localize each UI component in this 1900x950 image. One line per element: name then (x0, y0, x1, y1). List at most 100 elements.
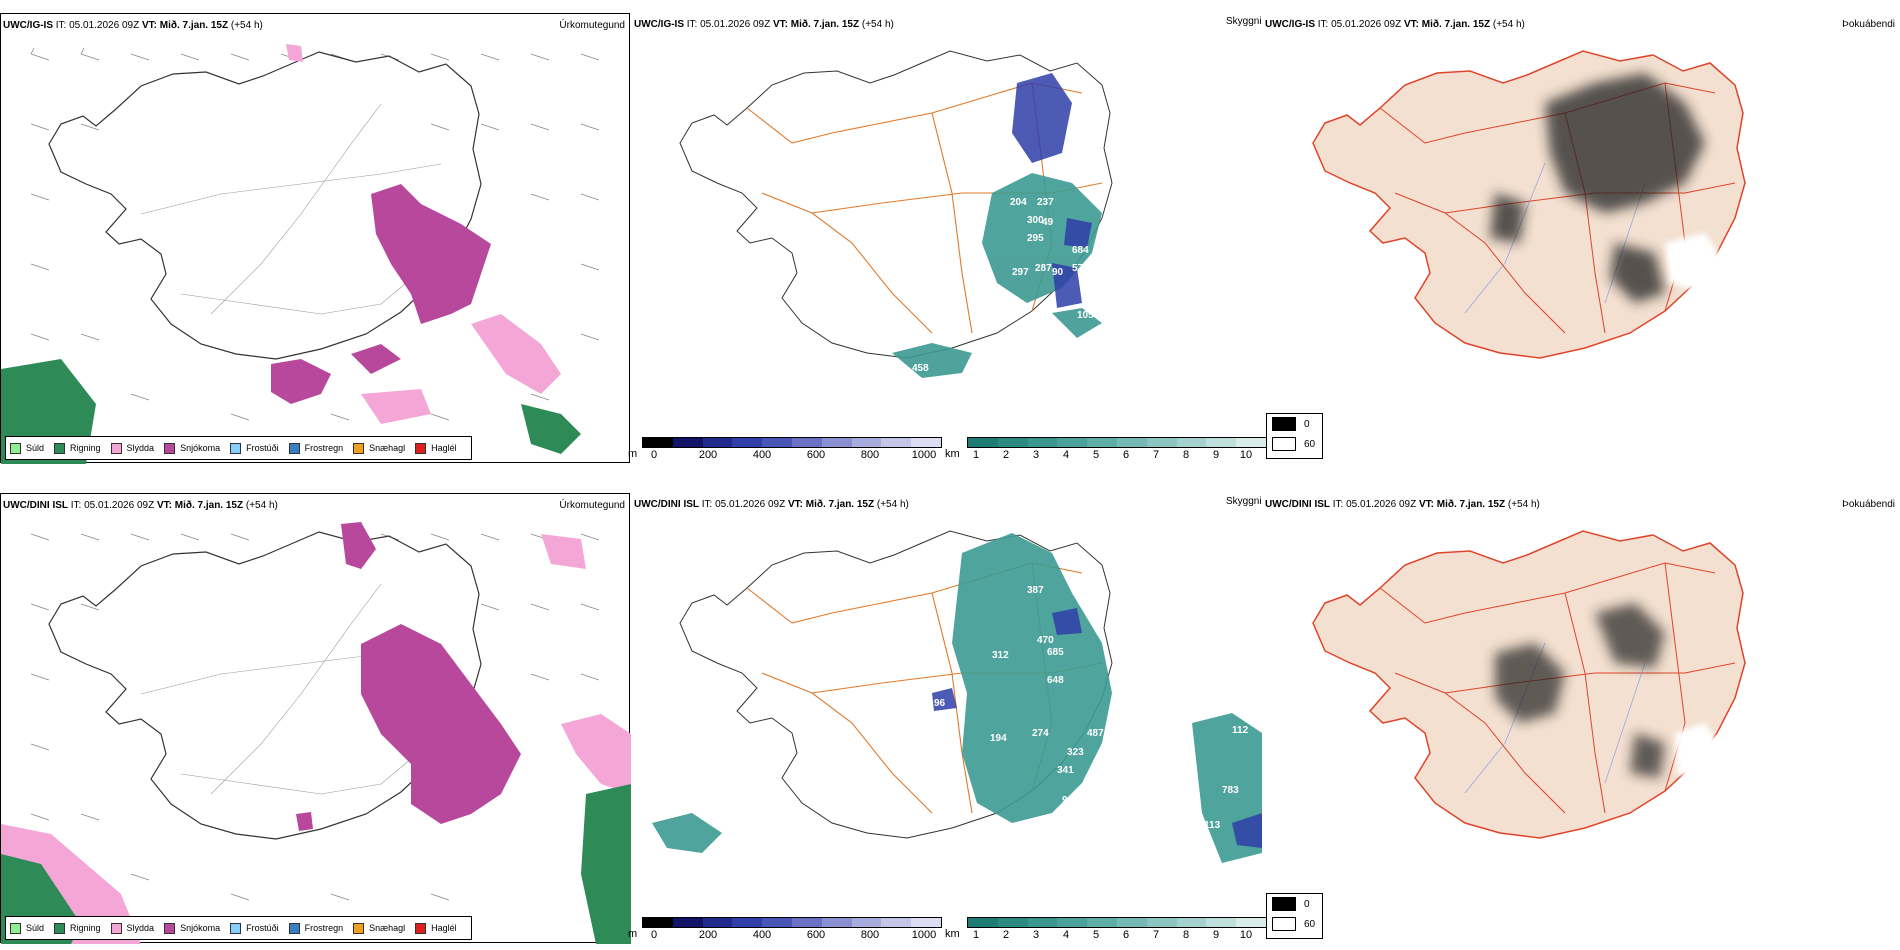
ceiling-color-step (672, 438, 703, 447)
legend-label: Snjókoma (180, 443, 221, 453)
ceiling-color-step (643, 438, 673, 447)
init-time: IT: 05.01.2026 09Z (55, 20, 140, 31)
legend-label: Haglél (431, 443, 457, 453)
ceiling-label: 195 (1097, 300, 1114, 311)
vis-tick: 6 (1122, 449, 1130, 461)
fog-swatch (1272, 917, 1296, 931)
visibility-ticks: 1 2 3 4 5 6 7 8 9 10 (967, 928, 1267, 942)
ceiling-label: 62 (1202, 423, 1214, 434)
ceiling-unit: m (628, 448, 638, 460)
valid-time: Mið. 7.jan. 15Z (790, 19, 860, 30)
valid-prefix: VT: (787, 499, 803, 510)
ceiling-label: 287 (1035, 263, 1052, 274)
fog-clear-areas (1665, 233, 1725, 293)
legend-item: Snjókoma (164, 442, 221, 454)
legend-item: Rigning (54, 442, 101, 454)
fog-swatch (1272, 417, 1296, 431)
model-name: UWC/DINI ISL (634, 499, 699, 510)
vis-color-step (1027, 438, 1058, 447)
ceiling-label: 68 (1192, 825, 1204, 836)
vis-tick: 10 (1239, 929, 1253, 941)
vis-tick: 6 (1122, 929, 1130, 941)
ceiling-label: 341 (1057, 765, 1074, 776)
legend-label: Snjókoma (180, 923, 221, 933)
ceiling-label: 96 (934, 698, 946, 709)
vis-color-step (1057, 438, 1088, 447)
legend-swatch (230, 442, 242, 454)
precip-type-panel-row1: UWC/IG-IS IT: 05.01.2026 09Z VT: Mið. 7.… (0, 13, 630, 464)
ceiling-label: 783 (1222, 785, 1239, 796)
ceiling-label: 120 (922, 387, 939, 398)
vis-tick: 10 (1239, 449, 1253, 461)
ceiling-tick: 600 (806, 929, 826, 941)
ceiling-color-step (762, 438, 792, 447)
legend-item: Frostúði (230, 442, 279, 454)
vis-color-step (1116, 438, 1147, 447)
lead-time: (+54 h) (1492, 19, 1525, 30)
legend-label: Rigning (70, 443, 101, 453)
vis-tick: 2 (1002, 449, 1010, 461)
ceiling-tick: 1000 (911, 929, 937, 941)
legend-item: Snæhagl (353, 922, 406, 934)
valid-time: Mið. 7.jan. 15Z (1436, 499, 1506, 510)
ceiling-colorbar-swatches (642, 437, 942, 448)
legend-swatch (353, 442, 365, 454)
model-name: UWC/DINI ISL (1265, 499, 1330, 510)
model-name: UWC/IG-IS (1265, 19, 1315, 30)
legend-swatch (288, 442, 300, 454)
vis-tick: 3 (1032, 929, 1040, 941)
legend-item: Rigning (54, 922, 101, 934)
panel-title: Þokuábendi (1842, 19, 1895, 30)
init-time: IT: 05.01.2026 09Z (1332, 499, 1417, 510)
ceiling-label: 312 (992, 650, 1009, 661)
ceiling-color-step (851, 918, 882, 927)
panel-header: UWC/DINI ISL IT: 05.01.2026 09Z VT: Mið.… (3, 500, 278, 511)
fog-panel-row1: UWC/IG-IS IT: 05.01.2026 09Z VT: Mið. 7.… (1265, 13, 1895, 463)
visibility-unit: km (945, 928, 960, 940)
ceiling-tick: 600 (806, 449, 826, 461)
ceiling-areas (932, 608, 1262, 848)
ceiling-color-step (791, 918, 822, 927)
fog-swatch (1272, 897, 1296, 911)
ceiling-ticks: 0 200 400 600 800 1000 (642, 928, 942, 942)
roads (1379, 82, 1736, 334)
ceiling-color-step (881, 438, 912, 447)
snow-areas (271, 184, 491, 404)
ceiling-tick: 200 (698, 929, 718, 941)
vis-tick: 4 (1062, 929, 1070, 941)
ceiling-label: 204 (1010, 197, 1027, 208)
vis-color-step (1236, 918, 1266, 927)
vis-color-step (1236, 438, 1266, 447)
roads (140, 103, 442, 315)
fog-swatch (1272, 437, 1296, 451)
precip-legend: Súld Rigning Slydda Snjókoma Frostúði Fr… (5, 916, 472, 940)
visibility-colorbar-swatches (967, 437, 1267, 448)
ceiling-label: 194 (990, 733, 1007, 744)
ceiling-tick: 0 (650, 929, 658, 941)
model-name: UWC/IG-IS (634, 19, 684, 30)
ceiling-label: 230 (1117, 695, 1134, 706)
fog-legend-item: 0 (1267, 894, 1322, 914)
vis-tick: 5 (1092, 929, 1100, 941)
legend-item: Slydda (110, 442, 154, 454)
vis-tick: 3 (1032, 449, 1040, 461)
legend-label: Snæhagl (369, 443, 406, 453)
ceiling-unit: m (628, 928, 638, 940)
legend-item: Frostregn (288, 922, 343, 934)
fog-legend-label: 60 (1304, 918, 1316, 930)
precip-type-map-row1 (1, 44, 600, 464)
vis-tick: 8 (1182, 929, 1190, 941)
precip-legend: Súld Rigning Slydda Snjókoma Frostúði Fr… (5, 436, 472, 460)
ceiling-color-step (702, 438, 733, 447)
legend-label: Snæhagl (369, 923, 406, 933)
valid-time: Mið. 7.jan. 15Z (174, 500, 244, 511)
legend-item: Snjókoma (164, 922, 221, 934)
legend-item: Haglél (415, 442, 457, 454)
legend-item: Súld (10, 442, 44, 454)
legend-item: Súld (10, 922, 44, 934)
legend-label: Frostregn (304, 443, 344, 453)
ceiling-label: 458 (912, 363, 929, 374)
ceiling-label: 86 (1104, 270, 1116, 281)
vis-tick: 8 (1182, 449, 1190, 461)
panel-title: Skyggni (1226, 16, 1262, 27)
